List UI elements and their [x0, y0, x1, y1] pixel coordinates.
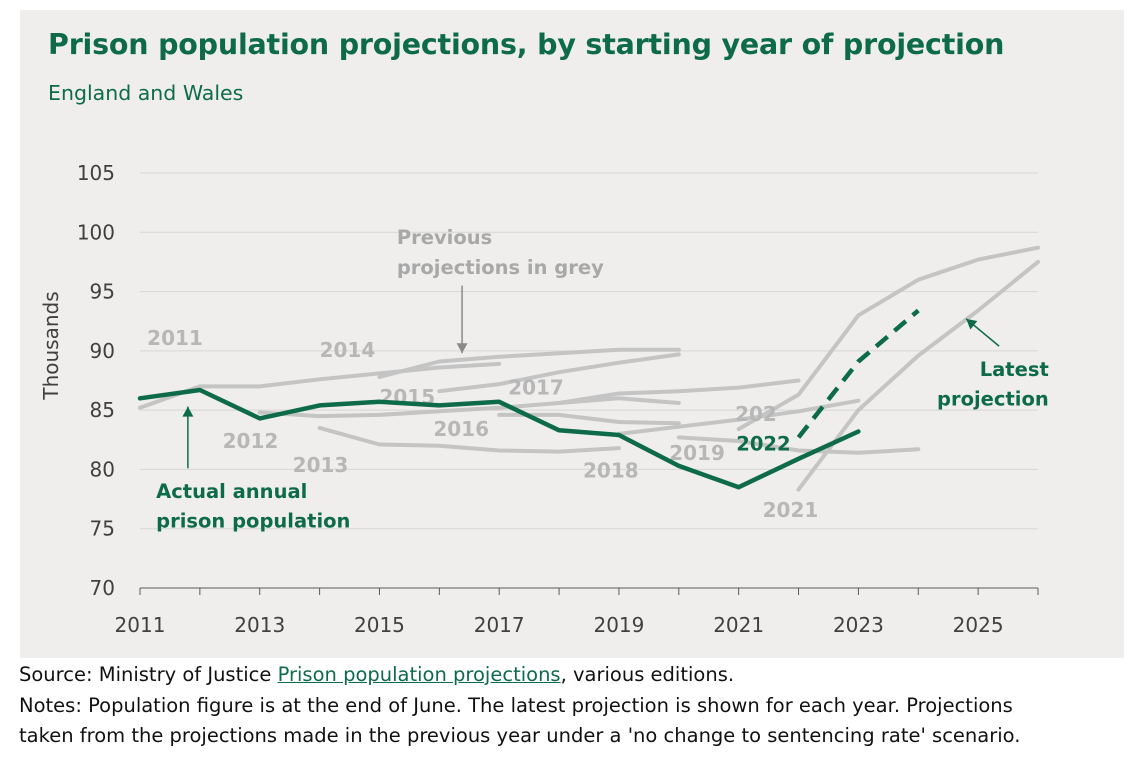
y-tick-label: 100	[77, 220, 115, 244]
source-line: Source: Ministry of Justice Prison popul…	[19, 660, 1129, 691]
projection-label-2013: 2013	[293, 453, 349, 477]
x-tick-label: 2021	[713, 613, 764, 637]
x-tick-label: 2019	[593, 613, 644, 637]
y-tick-label: 90	[90, 339, 115, 363]
projection-label-2020: 202	[735, 402, 777, 426]
projection-line-2015	[437, 352, 681, 394]
source-suffix: , various editions.	[560, 663, 735, 686]
projection-line-2020	[736, 245, 1040, 432]
y-tick-label: 75	[90, 517, 115, 541]
y-tick-label: 95	[90, 280, 115, 304]
source-prefix: Source: Ministry of Justice	[19, 663, 278, 686]
grey-note-line2: projections in grey	[397, 256, 604, 279]
projection-line-2011	[138, 361, 502, 410]
projection-line-2019	[676, 435, 921, 455]
x-tick-label: 2025	[953, 613, 1004, 637]
projection-label-2012: 2012	[223, 429, 279, 453]
projection-line-2018	[616, 398, 861, 436]
x-tick-label: 2023	[833, 613, 884, 637]
latest-projection-line	[796, 308, 920, 439]
chart-subtitle: England and Wales	[48, 81, 244, 105]
actual-population-series	[137, 308, 920, 490]
projection-label-2017: 2017	[508, 376, 564, 400]
x-tick-label: 2015	[354, 613, 405, 637]
projection-line-2013	[317, 425, 621, 454]
projection-line-2012	[257, 396, 681, 419]
chart-panel: Prison population projections, by starti…	[20, 10, 1124, 658]
y-tick-label: 70	[90, 576, 115, 600]
x-tick-label: 2011	[115, 613, 166, 637]
actual-population-line	[137, 387, 861, 490]
projection-label-2016: 2016	[433, 417, 489, 441]
source-link[interactable]: Prison population projections	[277, 663, 561, 686]
latest-arrow-head	[966, 318, 978, 330]
actual-arrow-head	[182, 406, 194, 417]
actual-label-line2: prison population	[156, 510, 350, 533]
chart-title: Prison population projections, by starti…	[48, 28, 1005, 61]
previous-projections: 2011201220132014201520162017201820192022…	[138, 245, 1040, 522]
grey-note-arrow-head	[456, 343, 468, 354]
y-axis: 70 75 80 85 90 95 100 105	[77, 161, 115, 600]
annotations: Actual annual prison population Latest p…	[156, 226, 1049, 532]
projection-label-2021: 2021	[763, 498, 819, 522]
projection-label-2018: 2018	[583, 459, 639, 483]
y-tick-label: 80	[90, 457, 115, 481]
projection-label-2011: 2011	[147, 326, 203, 350]
y-tick-label: 105	[77, 161, 115, 185]
projection-line-2021	[796, 259, 1040, 492]
projection-line-2014	[377, 347, 681, 379]
x-tick-label: 2017	[474, 613, 525, 637]
actual-label-line1: Actual annual	[156, 480, 307, 503]
latest-label-line2: projection	[937, 387, 1049, 410]
latest-projection-year-label: 2022	[736, 432, 790, 455]
grey-note-line1: Previous	[397, 226, 492, 249]
projection-label-2014: 2014	[320, 338, 376, 362]
y-tick-label: 85	[90, 398, 115, 422]
notes-line-2: taken from the projections made in the p…	[19, 724, 1021, 747]
latest-label-line1: Latest	[980, 358, 1049, 381]
projection-line-2017	[557, 378, 801, 405]
projection-label-2019: 2019	[669, 441, 725, 465]
x-axis: 2011 2013 2015 2017 2019 2021 2023 2025	[115, 587, 1039, 637]
x-tick-label: 2013	[234, 613, 285, 637]
notes-line-1: Notes: Population figure is at the end o…	[19, 693, 1013, 717]
chart-footer: Source: Ministry of Justice Prison popul…	[19, 660, 1129, 752]
gridlines	[140, 172, 1038, 530]
y-axis-label: Thousands	[39, 291, 63, 400]
